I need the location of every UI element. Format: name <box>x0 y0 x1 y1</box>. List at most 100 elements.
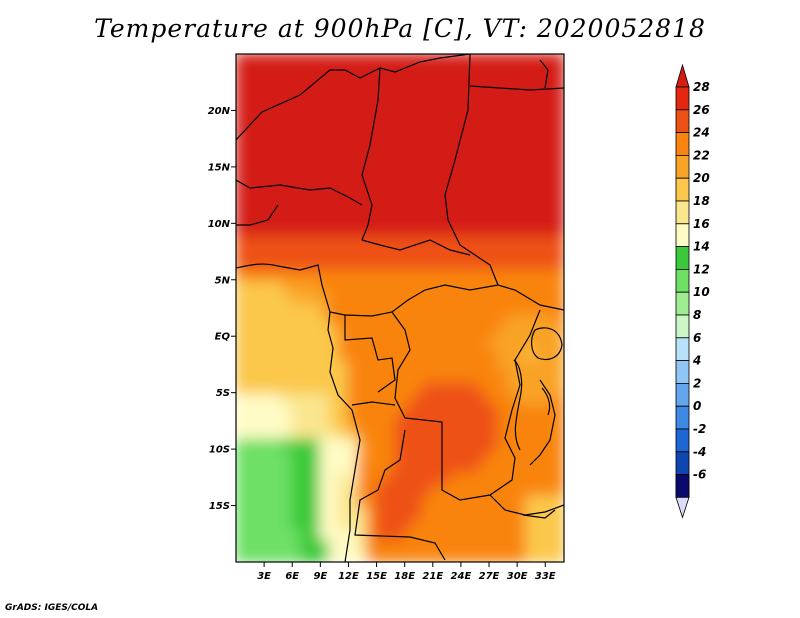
x-axis: 3E 6E 9E 12E 15E 18E 21E 24E 27E 30E 33E <box>257 562 556 582</box>
field-cell <box>534 143 547 157</box>
field-cell <box>366 357 378 372</box>
field-cell <box>534 98 547 112</box>
field-cell <box>394 481 406 496</box>
field-cell <box>431 335 444 349</box>
field-cell <box>291 459 303 473</box>
field-cell <box>328 470 341 484</box>
field-cell <box>272 538 284 552</box>
field-cell <box>319 233 331 247</box>
field-cell <box>431 448 444 462</box>
field-cell <box>384 177 397 191</box>
field-cell <box>375 301 387 315</box>
field-cell <box>516 470 528 484</box>
field-cell <box>403 233 416 247</box>
field-cell <box>488 527 500 541</box>
field-cell <box>244 357 256 372</box>
field-cell <box>347 414 359 428</box>
field-cell <box>553 54 564 67</box>
field-cell <box>394 312 406 326</box>
field-cell <box>488 459 500 473</box>
field-cell <box>516 132 528 146</box>
field-cell <box>441 346 453 360</box>
field-cell <box>272 75 284 89</box>
field-cell <box>516 54 528 67</box>
field-cell <box>506 527 519 541</box>
colorbar-swatch <box>675 86 690 111</box>
field-cell <box>450 515 462 530</box>
field-cell <box>553 267 564 281</box>
field-cell <box>422 120 434 135</box>
field-cell <box>403 54 416 67</box>
colorbar-label: 26 <box>693 103 710 117</box>
colorbar-label: 14 <box>693 240 710 254</box>
field-cell <box>478 538 491 552</box>
field-cell <box>450 132 462 146</box>
field-cell <box>544 459 556 473</box>
field-cell <box>506 132 519 146</box>
field-cell <box>356 425 369 439</box>
field-cell <box>394 86 406 101</box>
field-cell <box>394 436 406 451</box>
field-cell <box>544 54 556 67</box>
field-cell <box>328 414 341 428</box>
field-cell <box>488 493 500 507</box>
field-cell <box>338 538 350 552</box>
colorbar-label: 24 <box>693 126 710 140</box>
field-cell <box>291 481 303 496</box>
field-cell <box>431 380 444 394</box>
field-cell <box>441 109 453 123</box>
field-cell <box>441 233 453 247</box>
field-cell <box>281 357 294 372</box>
x-tick-label: 24E <box>451 571 472 582</box>
field-cell <box>347 470 359 484</box>
field-cell <box>319 75 331 89</box>
field-cell <box>300 132 312 146</box>
field-cell <box>431 120 444 135</box>
field-cell <box>236 504 247 518</box>
field-cell <box>347 256 359 270</box>
field-cell <box>236 369 247 383</box>
field-cell <box>366 120 378 135</box>
field-cell <box>338 493 350 507</box>
field-cell <box>384 75 397 89</box>
field-cell <box>553 75 564 89</box>
field-cell <box>291 346 303 360</box>
field-cell <box>375 323 387 338</box>
field-cell <box>338 357 350 372</box>
field-cell <box>422 267 434 281</box>
field-cell <box>356 211 369 225</box>
field-cell <box>272 312 284 326</box>
field-cell <box>366 244 378 259</box>
field-cell <box>403 199 416 214</box>
field-cell <box>236 278 247 293</box>
field-cell <box>375 470 387 484</box>
field-cell <box>272 256 284 270</box>
field-cell <box>300 515 312 530</box>
field-cell <box>253 154 266 168</box>
field-cell <box>394 538 406 552</box>
field-cell <box>525 233 537 247</box>
field-cell <box>319 504 331 518</box>
field-cell <box>236 380 247 394</box>
field-cell <box>236 109 247 123</box>
field-cell <box>309 504 322 518</box>
y-tick-label: 5N <box>215 275 231 286</box>
field-cell <box>553 335 564 349</box>
field-cell <box>300 346 312 360</box>
field-cell <box>403 132 416 146</box>
field-cell <box>459 346 472 360</box>
field-cell <box>347 493 359 507</box>
field-cell <box>422 380 434 394</box>
field-cell <box>441 538 453 552</box>
field-cell <box>553 256 564 270</box>
field-cell <box>236 312 247 326</box>
field-cell <box>422 357 434 372</box>
field-cell <box>281 527 294 541</box>
field-cell <box>375 493 387 507</box>
field-cell <box>236 301 247 315</box>
field-cell <box>356 143 369 157</box>
field-cell <box>431 64 444 78</box>
field-cell <box>413 425 425 439</box>
field-cell <box>516 188 528 202</box>
field-cell <box>534 64 547 78</box>
